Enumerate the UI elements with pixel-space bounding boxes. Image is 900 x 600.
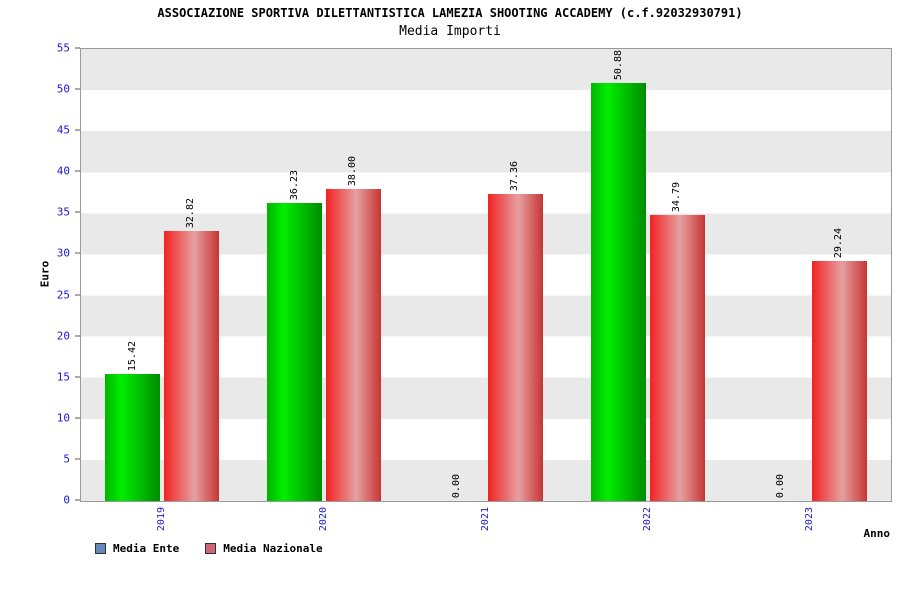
x-tick-label: 2021 <box>480 507 491 532</box>
bar-value-label: 34.79 <box>671 181 683 213</box>
y-tick-mark <box>75 376 80 378</box>
x-axis-title: Anno <box>863 527 891 540</box>
bar-media-nazionale-2021 <box>487 193 543 501</box>
bar-media-nazionale-2020 <box>325 188 381 501</box>
y-axis: 0 5 10 15 20 25 30 35 40 45 50 55 <box>0 43 80 506</box>
x-tick-label: 2022 <box>642 507 653 532</box>
bar-media-nazionale-2023 <box>811 260 867 501</box>
bar-value-label: 15.42 <box>126 341 138 372</box>
y-tick-mark <box>75 170 80 172</box>
y-tick-mark <box>75 335 80 337</box>
legend: Media Ente Media Nazionale <box>95 542 323 555</box>
bar-value-label: 0.00 <box>450 473 462 498</box>
bar-media-ente-2019 <box>105 374 161 501</box>
legend-item-media-nazionale: Media Nazionale <box>205 542 323 555</box>
y-tick-label: 45 <box>56 123 70 137</box>
y-tick-label: 15 <box>56 370 70 384</box>
bar-media-nazionale-2019 <box>163 231 219 501</box>
y-tick-mark <box>75 129 80 131</box>
legend-swatch-ente <box>95 543 106 554</box>
y-tick-label: 10 <box>56 411 70 425</box>
y-tick-label: 55 <box>56 41 70 55</box>
y-tick-mark <box>75 252 80 254</box>
bar-value-label: 0.00 <box>774 473 786 498</box>
bar-media-ente-2022 <box>591 82 647 501</box>
y-tick-mark <box>75 47 80 49</box>
bar-value-label: 50.88 <box>612 49 624 80</box>
x-tick-label: 2023 <box>804 507 815 532</box>
legend-label-nazionale: Media Nazionale <box>223 542 323 555</box>
y-tick-label: 40 <box>56 164 70 178</box>
y-tick-mark <box>75 88 80 90</box>
y-tick-mark <box>75 294 80 296</box>
chart-title: ASSOCIAZIONE SPORTIVA DILETTANTISTICA LA… <box>157 6 743 20</box>
y-tick-label: 30 <box>56 246 70 260</box>
y-tick-label: 20 <box>56 329 70 343</box>
x-tick-label: 2019 <box>156 507 167 532</box>
y-tick-mark <box>75 499 80 501</box>
bar-value-label: 37.36 <box>509 160 521 191</box>
y-tick-mark <box>75 458 80 460</box>
y-tick-label: 25 <box>56 288 70 302</box>
bar-value-label: 29.24 <box>833 227 845 258</box>
legend-item-media-ente: Media Ente <box>95 542 179 555</box>
chart-subtitle: Media Importi <box>399 24 501 39</box>
legend-swatch-nazionale <box>205 543 217 554</box>
y-tick-mark <box>75 211 80 213</box>
x-tick-label: 2020 <box>318 507 329 532</box>
bar-value-label: 36.23 <box>288 170 300 201</box>
bar-value-label: 38.00 <box>347 155 359 186</box>
y-tick-mark <box>75 417 80 419</box>
bar-value-label: 32.82 <box>185 198 197 229</box>
bar-media-ente-2020 <box>267 203 323 501</box>
bar-media-nazionale-2022 <box>649 215 705 501</box>
y-tick-label: 0 <box>63 493 70 507</box>
y-tick-label: 35 <box>56 205 70 219</box>
y-tick-label: 5 <box>63 452 70 466</box>
legend-label-ente: Media Ente <box>113 542 180 555</box>
plot-area: 2019 15.42 32.82 2020 36.23 38.00 2021 0.00 37.3… <box>80 48 892 531</box>
y-tick-label: 50 <box>56 82 70 96</box>
